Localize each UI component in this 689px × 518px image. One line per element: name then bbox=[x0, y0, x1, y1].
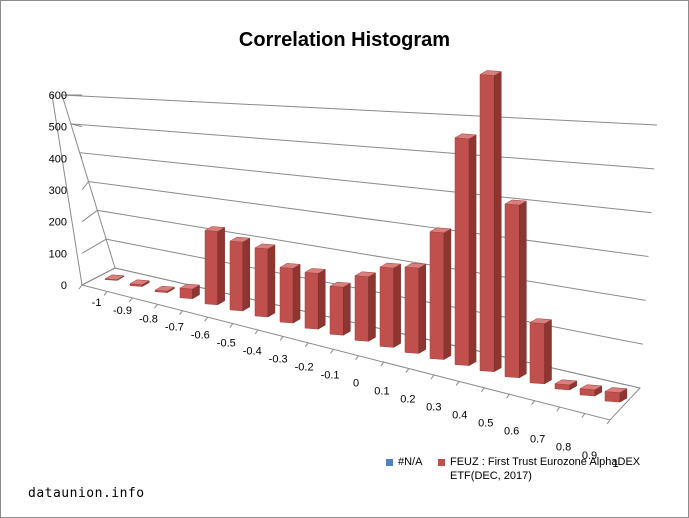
x-tick bbox=[606, 419, 611, 425]
x-tick-label: -0.1 bbox=[321, 369, 340, 381]
x-tick bbox=[506, 393, 510, 399]
bar bbox=[579, 384, 603, 397]
x-tick-label: 0.3 bbox=[426, 402, 441, 414]
x-tick-label: 0.2 bbox=[400, 394, 415, 406]
y-tick-label: 200 bbox=[49, 217, 67, 229]
gridline bbox=[81, 180, 649, 257]
legend-swatch-na bbox=[386, 458, 393, 466]
y-tick-label: 600 bbox=[49, 90, 67, 102]
bar bbox=[104, 274, 125, 281]
axes bbox=[51, 94, 641, 425]
bar bbox=[154, 285, 176, 294]
x-tick-label: 0.8 bbox=[556, 442, 571, 454]
bar bbox=[279, 263, 301, 324]
gridline bbox=[61, 94, 658, 126]
y-tick-label: 0 bbox=[61, 280, 67, 292]
x-tick-label: 0.9 bbox=[582, 450, 597, 462]
bar bbox=[204, 226, 226, 306]
bar bbox=[179, 283, 201, 300]
bar bbox=[454, 133, 477, 367]
x-tick bbox=[179, 310, 183, 316]
x-tick-label: 1 bbox=[612, 458, 618, 470]
bar bbox=[404, 262, 427, 354]
x-tick bbox=[531, 400, 535, 406]
bar bbox=[379, 262, 402, 348]
bar bbox=[529, 318, 553, 385]
bar bbox=[354, 271, 377, 342]
bar bbox=[504, 199, 528, 379]
x-tick bbox=[279, 336, 284, 341]
legend-swatch-feuz bbox=[438, 458, 445, 466]
x-tick bbox=[204, 316, 209, 322]
x-tick-label: -0.9 bbox=[113, 305, 132, 317]
legend-label-feuz: FEUZ : First Trust Eurozone AlphaDEX bbox=[450, 456, 641, 468]
chart-title: Correlation Histogram bbox=[238, 29, 451, 51]
x-tick-label: 0 bbox=[353, 378, 359, 390]
bar bbox=[554, 379, 578, 391]
bars bbox=[104, 70, 628, 403]
x-tick bbox=[355, 355, 359, 361]
y-tick-label: 300 bbox=[49, 185, 67, 197]
x-tick bbox=[430, 374, 435, 380]
x-tick-label: -0.2 bbox=[295, 361, 314, 373]
x-tick bbox=[78, 284, 83, 290]
x-tick bbox=[254, 329, 259, 335]
bar bbox=[329, 281, 352, 336]
x-tick bbox=[103, 291, 108, 296]
x-tick bbox=[581, 413, 586, 418]
x-tick bbox=[380, 361, 385, 367]
x-tick-label: -0.8 bbox=[139, 313, 158, 325]
x-tick-label: 0.4 bbox=[452, 410, 467, 422]
legend-item-feuz: FEUZ : First Trust Eurozone AlphaDEX ETF… bbox=[438, 456, 640, 482]
x-tick-label: -0.4 bbox=[243, 345, 262, 357]
tick-labels: 0 100 200 300 400 500 600 -1 -0.9 -0.8 -0.7 -0.6 -0.… bbox=[49, 90, 619, 470]
gridline bbox=[70, 123, 655, 170]
gridlines bbox=[61, 94, 658, 389]
left-wall-edge bbox=[51, 94, 83, 286]
x-tick bbox=[229, 323, 234, 328]
bar bbox=[604, 387, 628, 403]
back-wall-edge bbox=[61, 94, 116, 269]
bar bbox=[129, 279, 151, 287]
x-tick-label: 0.7 bbox=[530, 434, 545, 446]
watermark: dataunion.info bbox=[28, 486, 145, 501]
x-tick-label: 0.5 bbox=[478, 418, 493, 430]
x-tick-label: -0.5 bbox=[217, 337, 236, 349]
x-tick-label: 0.1 bbox=[374, 386, 389, 398]
x-tick bbox=[455, 381, 460, 386]
x-tick bbox=[330, 348, 334, 354]
bar bbox=[229, 236, 251, 312]
y-tick-label: 400 bbox=[49, 153, 67, 165]
x-tick bbox=[128, 297, 133, 303]
x-tick bbox=[480, 387, 485, 393]
x-tick bbox=[304, 342, 309, 348]
x-tick bbox=[405, 368, 410, 373]
x-tick-label: -1 bbox=[92, 297, 102, 309]
x-tick bbox=[154, 303, 158, 309]
x-tick-label: -0.7 bbox=[165, 321, 184, 333]
legend-item-na: #N/A bbox=[386, 456, 422, 468]
x-tick-label: -0.6 bbox=[191, 329, 210, 341]
x-tick-label: -0.3 bbox=[269, 353, 288, 365]
y-tick-label: 100 bbox=[49, 248, 67, 260]
legend-label-na: #N/A bbox=[398, 456, 423, 468]
y-tick-label: 500 bbox=[49, 122, 67, 134]
x-tick bbox=[556, 406, 561, 412]
legend-label-feuz-line2: ETF(DEC, 2017) bbox=[450, 470, 532, 482]
bar bbox=[429, 227, 452, 360]
bar bbox=[479, 70, 503, 373]
x-tick-label: 0.6 bbox=[504, 426, 519, 438]
bar bbox=[304, 268, 327, 330]
bar bbox=[254, 243, 276, 318]
